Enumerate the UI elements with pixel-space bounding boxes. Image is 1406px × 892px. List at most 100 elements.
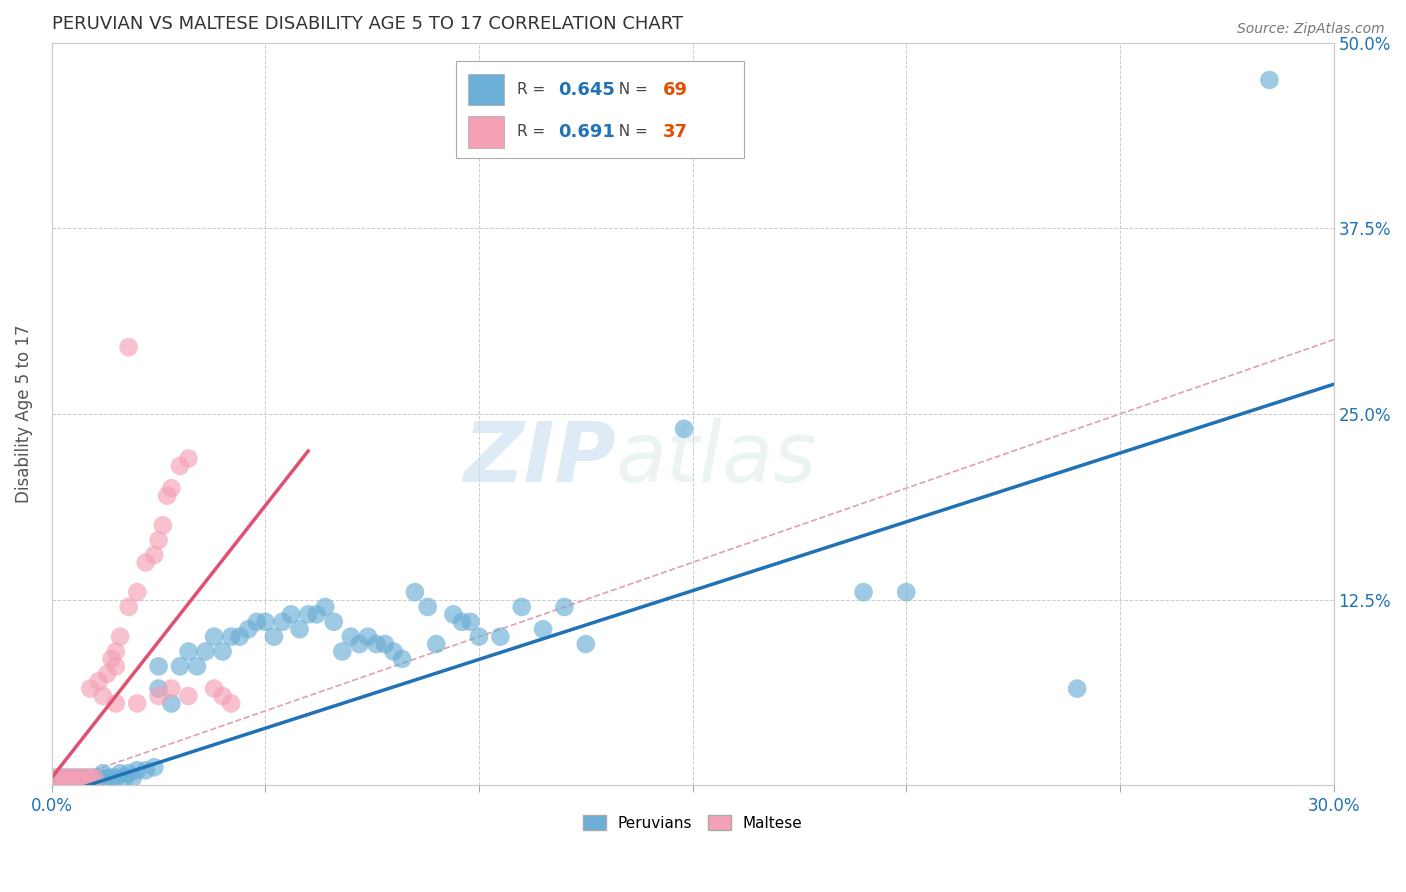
Point bbox=[118, 599, 141, 614]
Point bbox=[468, 630, 491, 644]
Point bbox=[852, 585, 875, 599]
Point bbox=[896, 585, 918, 599]
Point bbox=[104, 697, 127, 711]
Point bbox=[531, 622, 554, 636]
Point bbox=[75, 771, 97, 785]
Point bbox=[322, 615, 344, 629]
Point bbox=[122, 771, 145, 785]
Point bbox=[202, 630, 225, 644]
Text: 37: 37 bbox=[664, 123, 688, 141]
Point bbox=[246, 615, 269, 629]
Point bbox=[75, 771, 97, 785]
Y-axis label: Disability Age 5 to 17: Disability Age 5 to 17 bbox=[15, 325, 32, 503]
Point bbox=[404, 585, 426, 599]
Point bbox=[148, 689, 170, 703]
Point bbox=[416, 599, 439, 614]
Point bbox=[186, 659, 208, 673]
Point bbox=[1258, 73, 1281, 87]
Point bbox=[127, 764, 149, 778]
Point bbox=[148, 533, 170, 548]
Point bbox=[425, 637, 447, 651]
Text: 0.691: 0.691 bbox=[558, 123, 614, 141]
Point bbox=[70, 771, 93, 785]
Point bbox=[1066, 681, 1088, 696]
Point bbox=[135, 764, 157, 778]
Point bbox=[305, 607, 328, 622]
Point bbox=[238, 622, 260, 636]
Point bbox=[553, 599, 575, 614]
Text: ZIP: ZIP bbox=[463, 418, 616, 499]
Point bbox=[53, 771, 76, 785]
Point bbox=[62, 771, 84, 785]
Point bbox=[96, 771, 118, 785]
Text: PERUVIAN VS MALTESE DISABILITY AGE 5 TO 17 CORRELATION CHART: PERUVIAN VS MALTESE DISABILITY AGE 5 TO … bbox=[52, 15, 683, 33]
Point bbox=[451, 615, 474, 629]
Point bbox=[79, 681, 101, 696]
Text: 0.645: 0.645 bbox=[558, 80, 614, 99]
Point bbox=[177, 689, 200, 703]
Point bbox=[211, 644, 233, 658]
Point bbox=[366, 637, 388, 651]
Point bbox=[156, 489, 179, 503]
Point bbox=[143, 760, 166, 774]
Point bbox=[194, 644, 217, 658]
FancyBboxPatch shape bbox=[456, 62, 744, 158]
Point bbox=[66, 771, 89, 785]
Point bbox=[297, 607, 319, 622]
Point bbox=[169, 458, 191, 473]
Text: atlas: atlas bbox=[616, 418, 817, 499]
Point bbox=[288, 622, 311, 636]
Point bbox=[357, 630, 380, 644]
Point bbox=[340, 630, 363, 644]
Point bbox=[143, 548, 166, 562]
Point bbox=[104, 771, 127, 785]
Point bbox=[510, 599, 533, 614]
Point bbox=[45, 771, 67, 785]
Point bbox=[177, 451, 200, 466]
Point bbox=[91, 689, 114, 703]
Point bbox=[104, 659, 127, 673]
Point bbox=[79, 771, 101, 785]
Point bbox=[219, 697, 242, 711]
Point bbox=[96, 666, 118, 681]
Point bbox=[271, 615, 294, 629]
Text: R =: R = bbox=[517, 82, 550, 97]
Point bbox=[229, 630, 252, 644]
Point bbox=[58, 771, 80, 785]
Point bbox=[53, 771, 76, 785]
Point bbox=[135, 556, 157, 570]
Point bbox=[104, 644, 127, 658]
Point bbox=[100, 771, 122, 785]
Point bbox=[374, 637, 396, 651]
Point bbox=[100, 652, 122, 666]
Point bbox=[118, 340, 141, 354]
Point bbox=[108, 630, 131, 644]
Point bbox=[108, 766, 131, 780]
Point bbox=[83, 771, 105, 785]
Text: N =: N = bbox=[609, 82, 652, 97]
Point bbox=[441, 607, 464, 622]
Point bbox=[202, 681, 225, 696]
Point bbox=[673, 422, 696, 436]
Point bbox=[160, 481, 183, 495]
Point bbox=[263, 630, 285, 644]
FancyBboxPatch shape bbox=[468, 74, 505, 105]
Point bbox=[219, 630, 242, 644]
Point bbox=[177, 644, 200, 658]
Point bbox=[79, 771, 101, 785]
Text: R =: R = bbox=[517, 125, 550, 139]
Legend: Peruvians, Maltese: Peruvians, Maltese bbox=[576, 809, 808, 837]
Point bbox=[575, 637, 598, 651]
Text: 69: 69 bbox=[664, 80, 688, 99]
Point bbox=[70, 771, 93, 785]
Point bbox=[118, 766, 141, 780]
Point bbox=[314, 599, 336, 614]
Point bbox=[62, 771, 84, 785]
Point bbox=[58, 771, 80, 785]
Point bbox=[152, 518, 174, 533]
Point bbox=[87, 674, 110, 689]
Point bbox=[489, 630, 512, 644]
Point bbox=[280, 607, 302, 622]
Point bbox=[148, 659, 170, 673]
FancyBboxPatch shape bbox=[468, 116, 505, 147]
